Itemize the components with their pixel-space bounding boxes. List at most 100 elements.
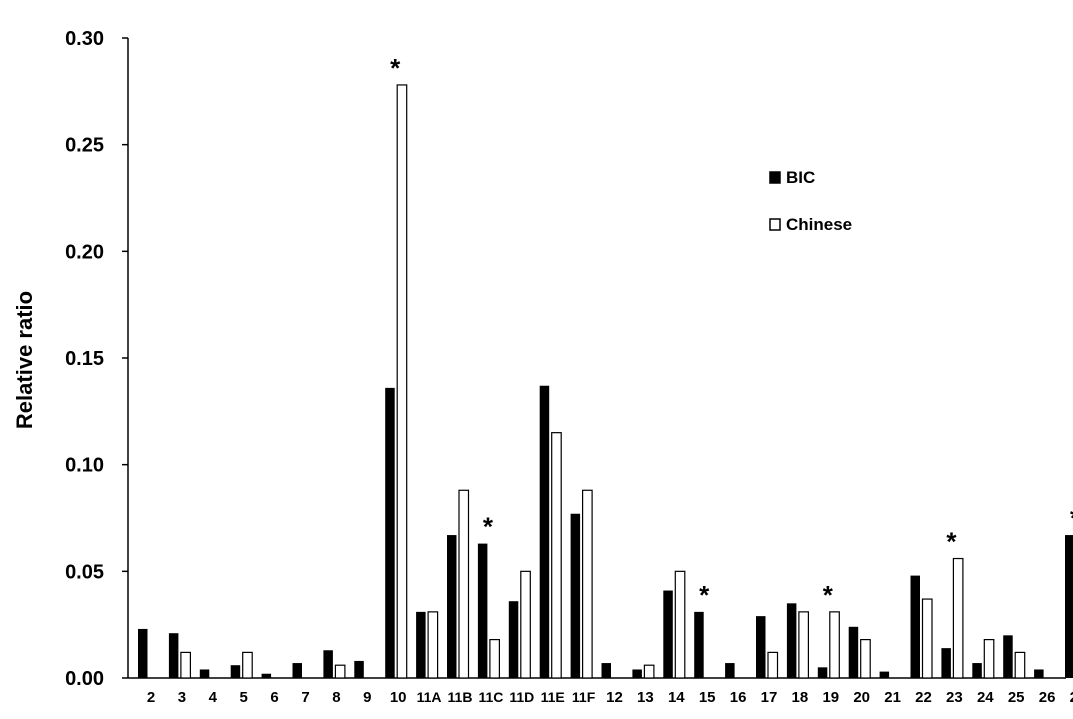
- bars: [138, 84, 1073, 679]
- x-tick-label: 18: [792, 689, 809, 706]
- bar-bic: [1034, 669, 1044, 678]
- bar-bic: [601, 663, 611, 678]
- bar-chinese: [798, 611, 810, 679]
- bar-bic: [1003, 635, 1013, 678]
- legend: BIC Chinese: [769, 168, 852, 234]
- bar-bic: [416, 611, 426, 678]
- bar-bic: [910, 575, 920, 678]
- y-axis-label: Relative ratio: [12, 291, 37, 429]
- significance-marker: *: [699, 580, 710, 610]
- bar-chinese: [520, 570, 531, 679]
- y-tick-label: 0.25: [65, 135, 104, 157]
- x-tick-label: 22: [915, 689, 932, 706]
- bar-chinese: [334, 664, 346, 679]
- legend-label-chinese: Chinese: [786, 215, 852, 234]
- y-tick-label: 0.20: [65, 241, 104, 263]
- bar-chinese: [396, 84, 408, 679]
- bar-bic: [879, 671, 890, 678]
- significance-marker: *: [390, 53, 401, 83]
- y-tick-label: 0.15: [65, 348, 104, 370]
- x-tick-label: 23: [946, 689, 963, 706]
- x-tick-label: 27: [1070, 689, 1073, 706]
- x-tick-label: 5: [240, 689, 248, 706]
- x-tick-label: 17: [761, 689, 778, 706]
- bar-bic: [539, 385, 550, 678]
- bar-bic: [385, 387, 395, 678]
- x-tick-label: 21: [884, 689, 901, 706]
- significance-marker: *: [483, 512, 494, 542]
- bar-bic: [292, 663, 302, 678]
- bar-bic: [230, 665, 241, 678]
- bar-chinese: [860, 638, 871, 679]
- x-tick-label: 7: [301, 689, 309, 706]
- bar-bic: [508, 601, 519, 678]
- axes: 0.000.050.100.150.200.250.302 3 4 5 6 7 8 9 10 11…: [65, 28, 1073, 706]
- bar-bic: [261, 673, 272, 678]
- bar-chinese: [1014, 651, 1026, 679]
- x-tick-label: 13: [637, 689, 654, 706]
- significance-marker: *: [946, 527, 957, 557]
- x-tick-label: 15: [699, 689, 716, 706]
- bar-bic: [1065, 535, 1073, 678]
- x-tick-label: 2: [147, 689, 155, 706]
- y-tick-label: 0.05: [65, 561, 104, 583]
- x-tick-label: 9: [363, 689, 371, 706]
- bar-chinese: [242, 651, 253, 679]
- x-tick-label: 11C: [478, 689, 503, 705]
- bar-chinese: [427, 611, 439, 679]
- bar-chinese: [829, 611, 840, 679]
- bar-bic: [447, 535, 457, 678]
- x-tick-label: 11A: [417, 689, 442, 705]
- bar-bic: [354, 660, 364, 678]
- bar-bic: [138, 628, 148, 678]
- bar-bic: [941, 648, 951, 678]
- x-tick-label: 19: [822, 689, 839, 706]
- legend-swatch-bic: [769, 171, 781, 184]
- bar-chinese: [581, 489, 593, 679]
- bar-bic: [756, 616, 766, 678]
- x-tick-label: 24: [977, 689, 994, 706]
- x-tick-label: 20: [853, 689, 870, 706]
- bar-chinese: [767, 651, 779, 679]
- x-tick-label: 4: [209, 689, 218, 706]
- bar-bic: [168, 633, 179, 678]
- bar-chinese: [489, 638, 500, 679]
- bar-bic: [323, 650, 333, 678]
- bar-bic: [632, 669, 642, 678]
- bar-chinese: [551, 432, 562, 679]
- x-tick-label: 6: [270, 689, 278, 706]
- bar-bic: [786, 603, 797, 678]
- bar-chinese: [674, 570, 686, 679]
- bar-bic: [694, 611, 704, 678]
- bar-bic: [199, 669, 210, 678]
- y-tick-label: 0.30: [65, 28, 104, 50]
- significance-marker: *: [823, 580, 834, 610]
- bar-chinese: [983, 638, 995, 679]
- x-tick-label: 11E: [541, 689, 565, 705]
- x-tick-label: 26: [1039, 689, 1056, 706]
- x-tick-label: 8: [332, 689, 340, 706]
- x-tick-label: 11F: [572, 689, 596, 705]
- bar-chinese: [952, 557, 964, 679]
- bar-bic: [817, 667, 828, 678]
- x-tick-label: 14: [668, 689, 685, 706]
- x-tick-label: 25: [1008, 689, 1025, 706]
- bar-bic: [663, 590, 673, 678]
- bar-bic: [848, 626, 859, 678]
- x-tick-label: 16: [730, 689, 747, 706]
- y-tick-label: 0.10: [65, 455, 104, 477]
- x-tick-label: 11B: [448, 689, 473, 705]
- x-tick-label: 3: [178, 689, 186, 706]
- bar-bic: [570, 513, 581, 678]
- x-tick-label: 11D: [509, 689, 534, 705]
- y-tick-label: 0.00: [65, 668, 104, 690]
- significance-markers: * * * * * *: [390, 53, 1073, 610]
- legend-swatch-chinese: [769, 218, 781, 231]
- bar-chinese: [921, 598, 933, 679]
- x-tick-label: 10: [390, 689, 407, 706]
- x-tick-label: 12: [606, 689, 623, 706]
- bar-chinese: [180, 651, 191, 679]
- bar-bic: [477, 543, 488, 678]
